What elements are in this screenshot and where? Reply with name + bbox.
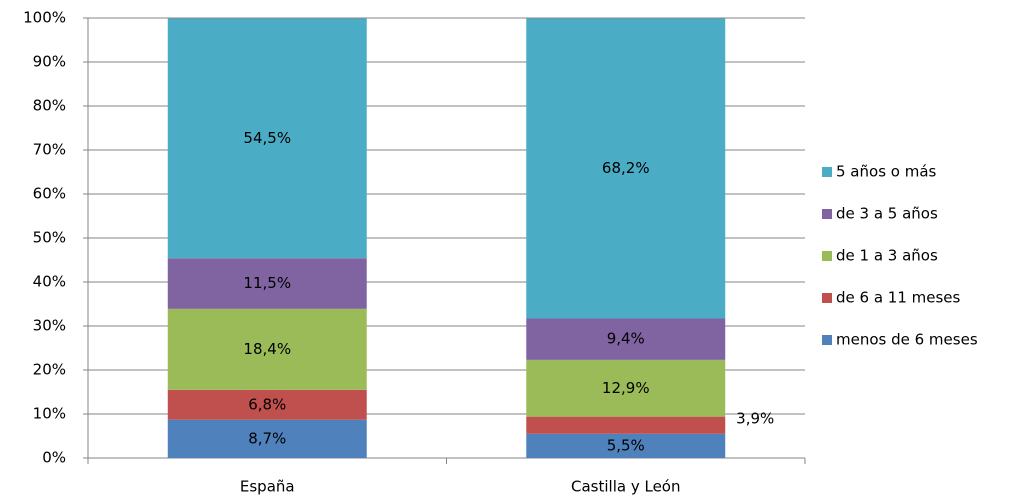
bar-segment: [526, 433, 726, 458]
x-tick-label: Castilla y León: [571, 478, 680, 496]
data-label: 12,9%: [602, 379, 650, 397]
legend-swatch: [822, 209, 832, 219]
y-tick-label: 10%: [33, 405, 66, 423]
legend-swatch: [822, 335, 832, 345]
y-tick-label: 90%: [33, 53, 66, 71]
legend-swatch: [822, 293, 832, 303]
legend-swatch: [822, 167, 832, 177]
data-label: 18,4%: [243, 340, 291, 358]
legend-label: menos de 6 meses: [836, 331, 978, 349]
data-label: 3,9%: [736, 410, 774, 428]
legend-label: de 1 a 3 años: [836, 247, 938, 265]
legend-label: de 6 a 11 meses: [836, 289, 961, 307]
y-tick-label: 100%: [23, 9, 66, 27]
bar-segment: [167, 308, 367, 390]
data-label: 8,7%: [248, 429, 286, 447]
y-tick-label: 20%: [33, 361, 66, 379]
data-label: 11,5%: [243, 274, 291, 292]
data-label: 54,5%: [243, 129, 291, 147]
legend-label: 5 años o más: [836, 163, 937, 181]
y-tick-label: 80%: [33, 97, 66, 115]
bar-segment: [167, 389, 367, 420]
bar-segment: [526, 318, 726, 360]
y-tick-label: 70%: [33, 141, 66, 159]
y-tick-label: 40%: [33, 273, 66, 291]
y-tick-label: 60%: [33, 185, 66, 203]
legend-swatch: [822, 251, 832, 261]
bar-segment: [526, 416, 726, 434]
data-label: 6,8%: [248, 395, 286, 413]
y-tick-label: 0%: [42, 449, 66, 467]
y-tick-label: 50%: [33, 229, 66, 247]
x-tick-label: España: [240, 478, 295, 496]
bar-segment: [167, 258, 367, 309]
bar-segment: [167, 419, 367, 458]
y-tick-label: 30%: [33, 317, 66, 335]
data-label: 5,5%: [607, 436, 645, 454]
data-label: 9,4%: [607, 330, 645, 348]
data-label: 68,2%: [602, 159, 650, 177]
legend-label: de 3 a 5 años: [836, 205, 938, 223]
bar-segment: [167, 18, 367, 259]
bar-segment: [526, 18, 726, 319]
bar-segment: [526, 359, 726, 417]
